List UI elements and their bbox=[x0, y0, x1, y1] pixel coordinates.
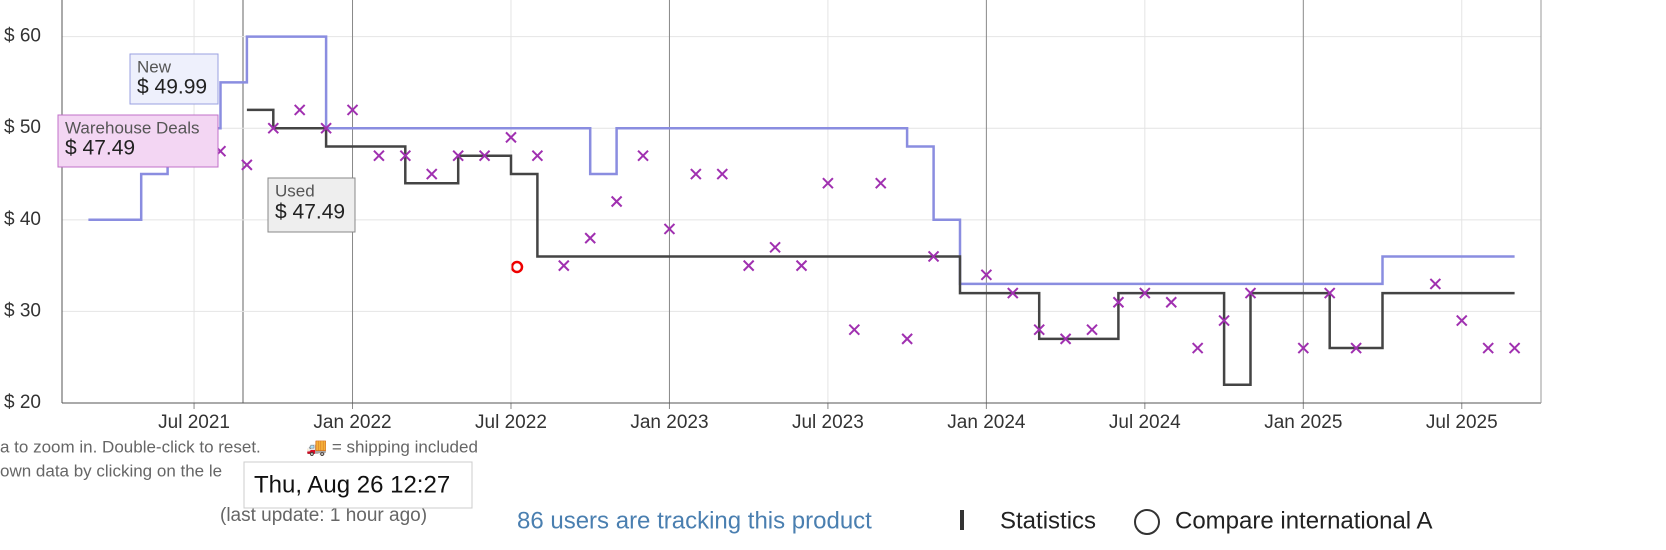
statistics-link[interactable]: Statistics bbox=[1000, 507, 1096, 534]
compare-link[interactable]: Compare international A bbox=[1175, 507, 1432, 534]
warehouse-point bbox=[795, 259, 808, 272]
tracking-link[interactable]: 86 users are tracking this product bbox=[517, 507, 872, 534]
tooltip-label: Used bbox=[275, 181, 315, 200]
tooltip-price: $ 47.49 bbox=[65, 137, 135, 160]
warehouse-point bbox=[1112, 296, 1125, 308]
warehouse-point bbox=[1508, 342, 1521, 354]
tooltip-label: Warehouse Deals bbox=[65, 118, 200, 137]
x-tick-label: Jul 2022 bbox=[475, 412, 547, 433]
last-update: (last update: 1 hour ago) bbox=[220, 505, 427, 526]
warehouse-point bbox=[320, 122, 332, 134]
warehouse-point bbox=[901, 333, 913, 345]
warehouse-point bbox=[610, 195, 623, 208]
warehouse-point bbox=[1086, 324, 1098, 336]
y-tick-label: $ 20 bbox=[4, 392, 41, 413]
x-tick-label: Jan 2023 bbox=[630, 412, 708, 433]
warehouse-point bbox=[822, 177, 834, 189]
warehouse-point bbox=[241, 159, 253, 171]
warehouse-point bbox=[505, 131, 517, 144]
warehouse-point bbox=[531, 149, 544, 162]
tooltip-new: New $ 49.99 bbox=[129, 53, 219, 105]
globe-icon bbox=[1134, 509, 1160, 535]
y-tick-label: $ 60 bbox=[4, 26, 41, 47]
date-tooltip: Thu, Aug 26 12:27 bbox=[243, 461, 473, 509]
warehouse-point bbox=[716, 168, 728, 180]
warehouse-point bbox=[927, 250, 940, 263]
warehouse-point bbox=[1482, 342, 1494, 354]
tooltip-label: New bbox=[137, 57, 172, 76]
warehouse-point bbox=[558, 259, 570, 272]
event-marker[interactable] bbox=[510, 260, 524, 274]
warehouse-point bbox=[293, 104, 306, 116]
warehouse-point bbox=[1244, 287, 1257, 299]
y-tick-label: $ 50 bbox=[4, 117, 41, 138]
warehouse-point bbox=[1191, 342, 1204, 354]
x-tick-label: Jul 2023 bbox=[792, 412, 864, 433]
x-tick-label: Jul 2025 bbox=[1426, 412, 1498, 433]
warehouse-point bbox=[478, 149, 491, 162]
warehouse-point bbox=[584, 232, 596, 244]
warehouse-point bbox=[875, 177, 887, 189]
y-tick-label: $ 40 bbox=[4, 209, 41, 230]
tooltip-box bbox=[129, 53, 219, 105]
hover-date: Thu, Aug 26 12:27 bbox=[254, 471, 450, 498]
warehouse-point bbox=[1033, 324, 1045, 336]
warehouse-point bbox=[1429, 278, 1442, 290]
x-tick-label: Jul 2024 bbox=[1109, 412, 1181, 433]
hint: a to zoom in. Double-click to reset. bbox=[0, 437, 261, 456]
hint: own data by clicking on the le bbox=[0, 461, 222, 480]
warehouse-point bbox=[1350, 342, 1362, 354]
warehouse-point bbox=[848, 324, 861, 336]
y-tick-label: $ 30 bbox=[4, 300, 41, 321]
warehouse-point bbox=[690, 168, 702, 180]
warehouse-point bbox=[452, 149, 464, 162]
stats-icon bbox=[960, 510, 964, 530]
used-line bbox=[246, 108, 1515, 386]
warehouse-point bbox=[1139, 287, 1151, 299]
warehouse-point bbox=[769, 241, 781, 254]
shipping-note: 🚚 = shipping included bbox=[306, 437, 478, 456]
tooltip-used: Used $ 47.49 bbox=[267, 177, 356, 233]
tooltip-warehouse: Warehouse Deals $ 47.49 bbox=[57, 114, 219, 168]
warehouse-point bbox=[1007, 287, 1019, 299]
warehouse-point bbox=[1324, 287, 1336, 299]
warehouse-point bbox=[663, 223, 676, 235]
warehouse-point bbox=[1456, 314, 1468, 327]
warehouse-point bbox=[267, 122, 279, 134]
warehouse-point bbox=[637, 149, 649, 162]
x-tick-label: Jan 2022 bbox=[313, 412, 391, 433]
x-tick-label: Jan 2024 bbox=[947, 412, 1026, 433]
x-tick-label: Jul 2021 bbox=[158, 412, 230, 433]
warehouse-point bbox=[1165, 296, 1177, 308]
warehouse-point bbox=[1297, 342, 1310, 354]
warehouse-point bbox=[346, 104, 359, 116]
warehouse-point bbox=[742, 259, 755, 272]
tooltip-box bbox=[267, 177, 356, 233]
warehouse-point bbox=[399, 149, 412, 162]
tooltip-price: $ 47.49 bbox=[275, 201, 345, 224]
warehouse-point bbox=[1218, 314, 1230, 327]
warehouse-point bbox=[426, 168, 438, 180]
warehouse-point bbox=[1059, 333, 1072, 345]
warehouse-point bbox=[980, 269, 993, 281]
tooltip-box bbox=[57, 114, 219, 168]
warehouse-point bbox=[373, 149, 385, 162]
tooltip-box bbox=[243, 461, 473, 509]
x-tick-label: Jan 2025 bbox=[1264, 412, 1342, 433]
tooltip-price: $ 49.99 bbox=[137, 76, 207, 99]
